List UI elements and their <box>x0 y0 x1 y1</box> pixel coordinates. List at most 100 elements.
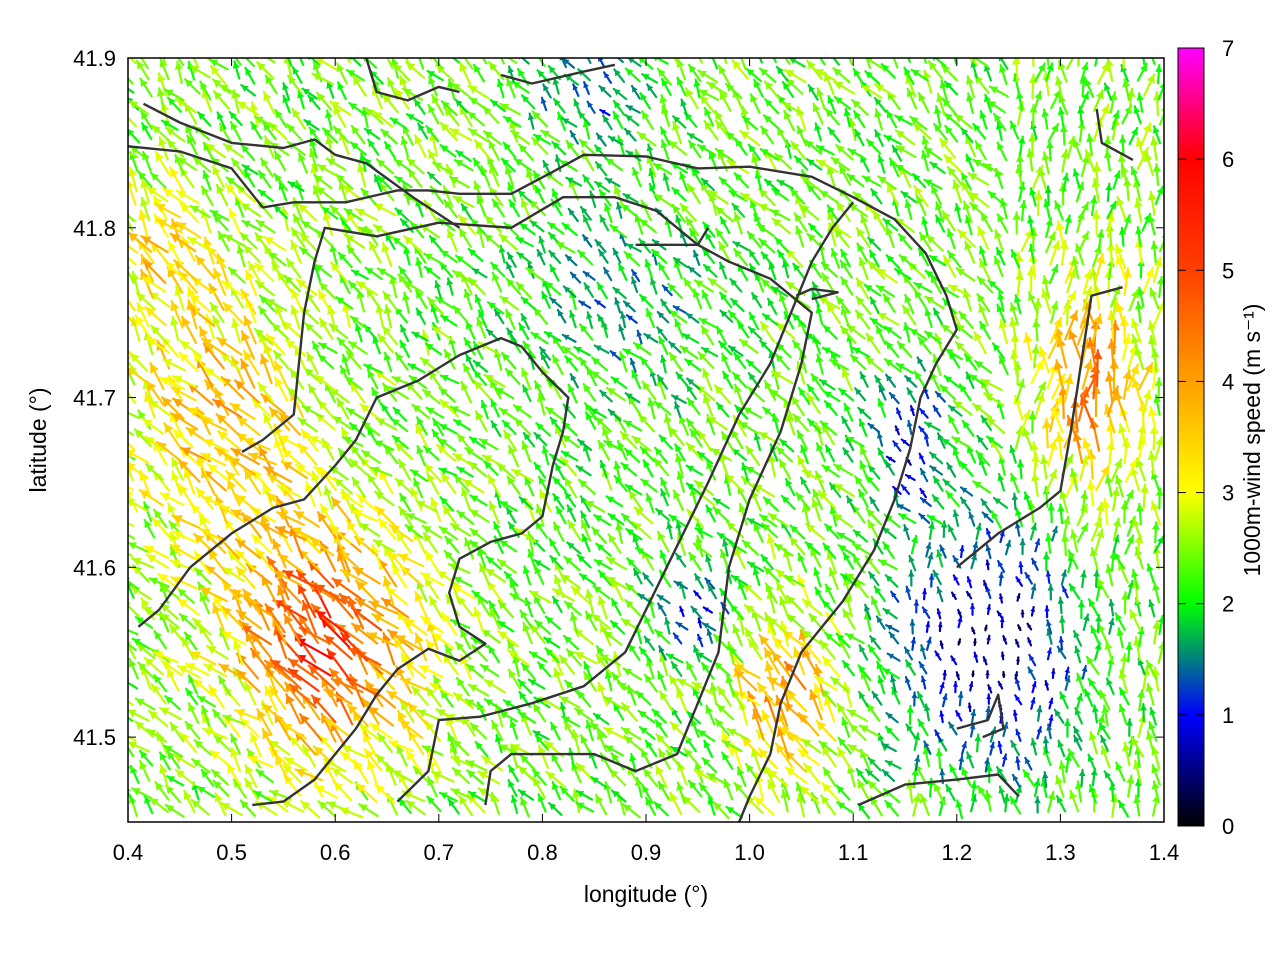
wind-arrow-head <box>520 755 529 764</box>
wind-arrow <box>331 767 353 784</box>
wind-arrow-head <box>290 736 300 747</box>
wind-arrow-head <box>537 745 547 755</box>
wind-arrow <box>579 734 592 755</box>
wind-arrow-head <box>427 796 435 805</box>
wind-arrow-head <box>319 735 329 745</box>
wind-arrow-head <box>115 528 124 535</box>
wind-arrow <box>193 739 212 756</box>
wind-arrow-head <box>629 754 637 762</box>
wind-arrow <box>255 768 274 784</box>
wind-arrow-head <box>453 768 462 777</box>
wind-arrow-head <box>535 735 543 744</box>
wind-arrow <box>1001 753 1008 767</box>
wind-arrow-head <box>939 769 946 776</box>
wind-arrow-head <box>856 769 864 777</box>
wind-arrow <box>163 744 183 758</box>
wind-arrow <box>669 791 683 816</box>
wind-arrow <box>130 787 152 800</box>
wind-arrow <box>114 760 135 771</box>
wind-arrow <box>358 803 379 818</box>
wind-arrow-head <box>213 780 222 789</box>
wind-arrow-head <box>112 544 121 552</box>
wind-arrow <box>801 738 822 754</box>
wind-arrow-head <box>283 764 293 774</box>
wind-arrow-head <box>339 807 350 816</box>
wind-arrow <box>190 798 210 816</box>
wind-arrow-head <box>1088 785 1096 793</box>
wind-arrow-head <box>448 799 456 807</box>
wind-arrow-head <box>478 771 488 780</box>
wind-arrow-head <box>510 795 518 804</box>
wind-arrow-head <box>838 737 847 746</box>
wind-arrow <box>517 789 535 801</box>
wind-arrow <box>571 788 581 813</box>
wind-arrow-head <box>1025 757 1031 765</box>
wind-arrow <box>976 784 991 804</box>
wind-arrow-head <box>823 767 832 777</box>
wind-arrow <box>998 785 1006 804</box>
wind-arrow <box>166 775 185 787</box>
wind-arrow-head <box>211 769 221 779</box>
wind-arrow-head <box>961 767 969 776</box>
wind-arrow-head <box>478 788 488 797</box>
wind-arrow <box>213 734 232 753</box>
wind-arrow-head <box>451 756 461 765</box>
wind-arrow-head <box>114 760 122 767</box>
wind-arrow-head <box>482 756 492 765</box>
wind-arrow-head <box>164 745 173 753</box>
wind-arrow-head <box>240 800 249 809</box>
wind-arrow-head <box>810 793 819 802</box>
wind-arrow <box>438 791 458 802</box>
wind-arrow-head <box>643 769 652 778</box>
wind-arrow <box>230 733 241 755</box>
wind-arrow <box>374 783 396 804</box>
wind-arrow-head <box>689 780 697 789</box>
wind-arrow-head <box>655 765 664 776</box>
wind-arrow-head <box>532 769 541 778</box>
wind-arrow <box>1126 774 1135 798</box>
wind-arrow-head <box>985 764 993 772</box>
wind-arrow <box>551 780 562 801</box>
wind-arrow <box>244 763 258 788</box>
wind-arrow <box>405 749 423 774</box>
wind-arrow <box>230 746 242 773</box>
wind-arrow <box>1015 756 1021 771</box>
wind-arrow-head <box>795 782 804 792</box>
wind-arrow-head <box>611 753 620 762</box>
wind-arrow-head <box>165 805 175 813</box>
wind-arrow <box>644 739 658 757</box>
wind-arrow <box>736 766 747 787</box>
wind-arrow <box>575 762 595 782</box>
wind-arrow <box>933 782 945 804</box>
wind-arrow-head <box>250 733 259 743</box>
wind-arrow-head <box>776 726 786 738</box>
wind-arrow <box>657 780 670 801</box>
wind-arrow-head <box>603 782 612 791</box>
wind-arrow <box>1047 790 1056 813</box>
wind-arrow <box>1022 769 1036 788</box>
wind-arrow-head <box>1055 776 1064 785</box>
wind-arrow <box>1058 760 1067 784</box>
wind-arrow-head <box>1056 796 1064 804</box>
wind-arrow <box>339 750 363 770</box>
wind-arrow <box>1067 748 1080 768</box>
wind-arrow <box>474 740 489 758</box>
wind-arrow <box>396 744 408 767</box>
wind-arrow-head <box>546 771 556 781</box>
wind-arrow-head <box>776 743 786 754</box>
wind-arrow-head <box>659 749 667 759</box>
wind-arrow-head <box>857 779 866 789</box>
wind-arrow <box>465 759 488 772</box>
wind-arrow-head <box>707 797 715 805</box>
wind-arrow-head <box>139 760 148 770</box>
wind-arrow <box>698 782 713 800</box>
wind-arrow <box>510 794 519 814</box>
wind-arrow <box>1087 753 1097 772</box>
wind-arrow-head <box>868 758 876 766</box>
wind-arrow-head <box>398 798 407 807</box>
wind-arrow-head <box>866 769 874 777</box>
wind-arrow <box>945 783 956 802</box>
wind-arrow-head <box>318 801 328 810</box>
wind-arrow-head <box>197 786 206 794</box>
wind-arrow <box>610 752 625 771</box>
